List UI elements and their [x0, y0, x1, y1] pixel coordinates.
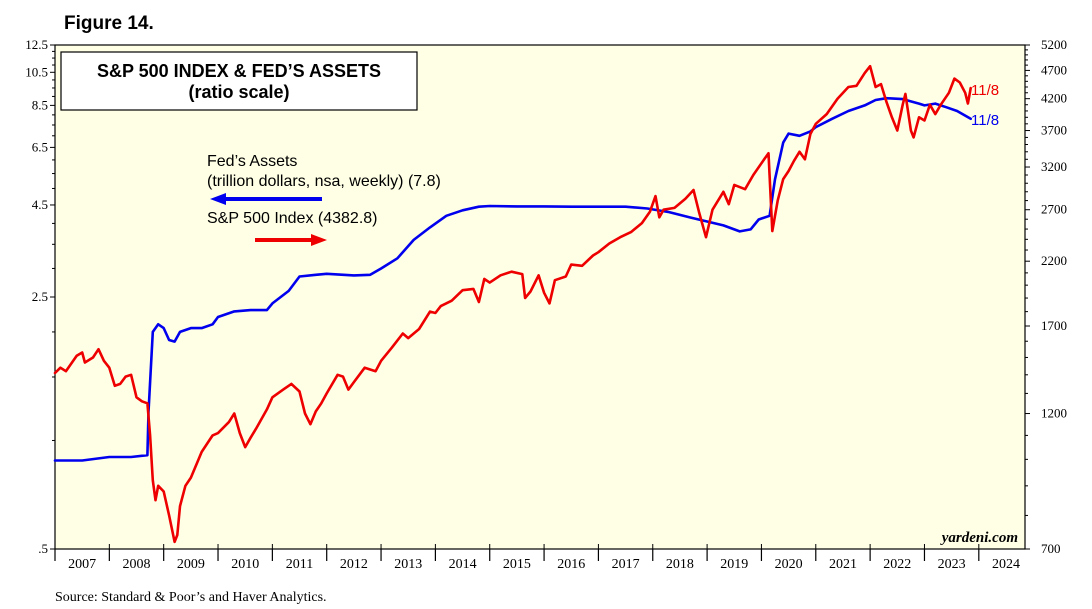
fed-end-label: 11/8 [971, 112, 999, 129]
x-tick-label: 2020 [775, 557, 803, 572]
right-tick-label: 4200 [1041, 91, 1067, 106]
axis-ticks [50, 44, 1030, 561]
figure-label: Figure 14. [64, 13, 154, 34]
sp500-end-label: 11/8 [971, 82, 999, 99]
left-tick-label: 12.5 [25, 37, 48, 52]
legend-fed-arrow [210, 193, 322, 205]
x-tick-label: 2007 [68, 557, 96, 572]
left-tick-label: 8.5 [32, 97, 48, 112]
x-tick-label: 2018 [666, 557, 694, 572]
left-tick-label: 2.5 [32, 289, 48, 304]
right-tick-label: 5200 [1041, 37, 1067, 52]
chart-subtitle: (ratio scale) [188, 82, 289, 102]
left-tick-label: .5 [38, 541, 48, 556]
right-tick-label: 700 [1041, 541, 1061, 556]
sp500-line [53, 64, 973, 544]
chart-title: S&P 500 INDEX & FED’S ASSETS [97, 61, 381, 81]
left-axis-labels: .5 2.5 4.5 6.5 8.5 10.5 12.5 [25, 37, 48, 556]
left-tick-label: 6.5 [32, 139, 48, 154]
watermark: yardeni.com [940, 530, 1018, 546]
x-tick-label: 2024 [992, 557, 1020, 572]
left-tick-label: 4.5 [32, 197, 48, 212]
legend-sp500: S&P 500 Index (4382.8) [207, 210, 378, 227]
x-tick-label: 2015 [503, 557, 531, 572]
legend-fed-line1: Fed’s Assets [207, 153, 297, 170]
right-tick-label: 3200 [1041, 159, 1067, 174]
right-tick-label: 1200 [1041, 406, 1067, 421]
right-tick-label: 2200 [1041, 253, 1067, 268]
right-tick-label: 3700 [1041, 123, 1067, 138]
legend-fed-line2: (trillion dollars, nsa, weekly) (7.8) [207, 173, 441, 190]
x-tick-label: 2016 [557, 557, 585, 572]
x-tick-label: 2019 [720, 557, 748, 572]
x-tick-label: 2021 [829, 557, 857, 572]
legend-sp500-arrow [255, 234, 327, 246]
x-tick-label: 2008 [123, 557, 151, 572]
x-tick-label: 2017 [612, 557, 640, 572]
x-tick-label: 2012 [340, 557, 368, 572]
x-tick-label: 2022 [883, 557, 911, 572]
source-note: Source: Standard & Poor’s and Haver Anal… [55, 590, 327, 605]
x-tick-label: 2011 [286, 557, 313, 572]
x-tick-label: 2009 [177, 557, 205, 572]
right-tick-label: 1700 [1041, 318, 1067, 333]
plot-area [54, 44, 1026, 550]
fed-assets-line [53, 96, 973, 462]
x-tick-label: 2014 [449, 557, 477, 572]
x-tick-label: 2013 [394, 557, 422, 572]
x-tick-label: 2023 [938, 557, 966, 572]
x-axis-labels: 2007 2008 2009 2010 2011 2012 2013 2014 2015 2016… [68, 557, 1020, 572]
x-tick-label: 2010 [231, 557, 259, 572]
right-tick-label: 2700 [1041, 202, 1067, 217]
right-axis-labels: 700 1200 1700 2200 2700 3200 3700 4200 4700 5200 [1041, 37, 1067, 556]
right-tick-label: 4700 [1041, 62, 1067, 77]
left-tick-label: 10.5 [25, 64, 48, 79]
series-layer [53, 64, 973, 544]
title-box [60, 51, 418, 111]
